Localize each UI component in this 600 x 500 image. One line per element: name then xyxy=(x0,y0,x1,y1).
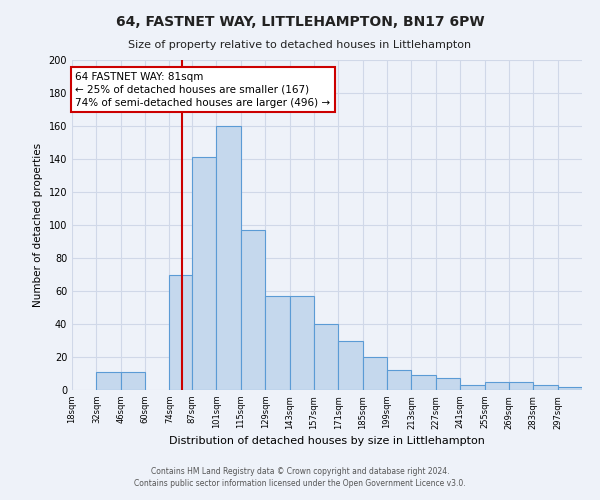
Bar xyxy=(169,274,192,390)
Bar xyxy=(509,382,533,390)
Bar xyxy=(436,378,460,390)
Bar xyxy=(557,386,582,390)
Bar xyxy=(412,375,436,390)
Text: 64 FASTNET WAY: 81sqm
← 25% of detached houses are smaller (167)
74% of semi-det: 64 FASTNET WAY: 81sqm ← 25% of detached … xyxy=(76,72,331,108)
Bar xyxy=(241,230,265,390)
Text: Size of property relative to detached houses in Littlehampton: Size of property relative to detached ho… xyxy=(128,40,472,50)
Text: 64, FASTNET WAY, LITTLEHAMPTON, BN17 6PW: 64, FASTNET WAY, LITTLEHAMPTON, BN17 6PW xyxy=(116,15,484,29)
Bar xyxy=(362,357,387,390)
Bar xyxy=(217,126,241,390)
Bar xyxy=(121,372,145,390)
X-axis label: Distribution of detached houses by size in Littlehampton: Distribution of detached houses by size … xyxy=(169,436,485,446)
Bar xyxy=(533,385,557,390)
Bar xyxy=(314,324,338,390)
Bar xyxy=(97,372,121,390)
Bar xyxy=(338,340,362,390)
Y-axis label: Number of detached properties: Number of detached properties xyxy=(33,143,43,307)
Text: Contains HM Land Registry data © Crown copyright and database right 2024.
Contai: Contains HM Land Registry data © Crown c… xyxy=(134,466,466,487)
Bar xyxy=(290,296,314,390)
Bar xyxy=(387,370,412,390)
Bar xyxy=(265,296,290,390)
Bar xyxy=(192,158,217,390)
Bar xyxy=(485,382,509,390)
Bar xyxy=(460,385,485,390)
